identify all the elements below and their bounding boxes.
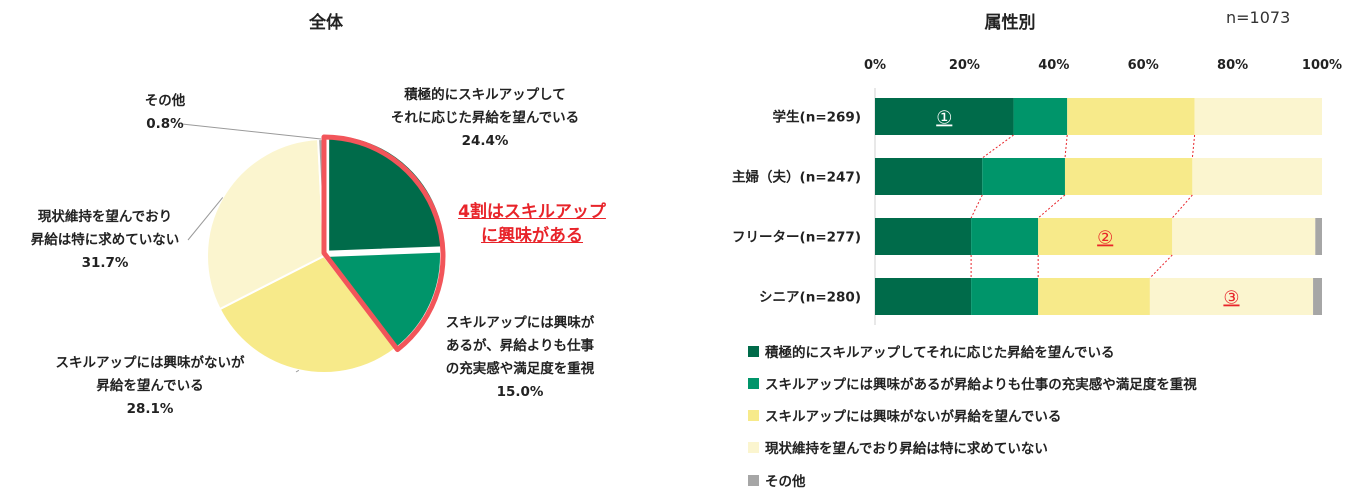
bar-segment-status-quo — [1149, 278, 1314, 315]
category-label: フリーター(n=277) — [732, 230, 861, 246]
leader-line-status-quo — [187, 197, 224, 241]
stacked-bar-chart: 0% 20% 40% 60% 80% 100% 学生(n=269) 主婦（夫）(n=247) フ… — [732, 58, 1342, 325]
bar-segment-status-quo — [1194, 98, 1322, 135]
pie-label-aggressive-line2: それに応じた昇給を望んでいる — [390, 110, 580, 126]
pie-label-aggressive-pct: 24.4% — [461, 133, 509, 149]
bar-segment-aggressive — [875, 218, 972, 255]
legend-label-interested: スキルアップには興味があるが昇給よりも仕事の充実感や満足度を重視 — [765, 377, 1197, 393]
pie-chart-title: 全体 — [309, 13, 343, 33]
legend-swatch-interested — [748, 377, 759, 389]
pie-label-interested-line3: の充実感や満足度を重視 — [445, 361, 595, 377]
connector-line — [1037, 194, 1066, 219]
pie-callout-line1: 4割はスキルアップ — [458, 202, 606, 222]
pie-highlight-outline — [321, 134, 446, 353]
pie-label-status-quo-line2: 昇給は特に求めていない — [30, 232, 180, 248]
pie-label-other-line1: その他 — [144, 93, 186, 109]
bar-annotation: ① — [936, 108, 952, 129]
pie-label-other-pct: 0.8% — [146, 116, 184, 132]
connector-line — [1149, 254, 1173, 279]
bar-segment-no-interest — [1038, 278, 1150, 315]
x-tick-label: 20% — [949, 58, 980, 73]
category-label: 学生(n=269) — [773, 109, 861, 126]
pie-label-status-quo-pct: 31.7% — [81, 255, 129, 271]
bar-annotation: ② — [1097, 228, 1113, 249]
legend-swatch-other — [748, 474, 759, 486]
pie-slice-no-interest — [218, 254, 398, 374]
pie-chart — [181, 123, 447, 374]
legend-item-interested: スキルアップには興味があるが昇給よりも仕事の充実感や満足度を重視 — [748, 373, 1197, 393]
bar-annotation: ③ — [1223, 288, 1239, 309]
legend-swatch-no-interest — [748, 409, 759, 421]
x-tick-label: 80% — [1217, 58, 1248, 73]
legend-item-status-quo: 現状維持を望んでおり昇給は特に求めていない — [748, 437, 1048, 457]
leader-line-no-interest — [295, 369, 300, 373]
connector-line — [1171, 194, 1193, 219]
category-label: シニア(n=280) — [759, 290, 861, 306]
category-label: 主婦（夫）(n=247) — [732, 169, 861, 186]
pie-label-aggressive-line1: 積極的にスキルアップして — [404, 87, 566, 103]
bar-segment-other — [1315, 218, 1322, 255]
bar-segment-status-quo — [1172, 218, 1316, 255]
bar-segment-no-interest — [1064, 158, 1193, 195]
bar-segment-interested — [971, 278, 1039, 315]
legend-label-other: その他 — [765, 474, 806, 490]
legend-label-aggressive: 積極的にスキルアップしてそれに応じた昇給を望んでいる — [765, 345, 1115, 361]
connector-line — [970, 194, 983, 219]
connector-line — [1191, 134, 1196, 159]
pie-label-no-interest: スキルアップには興味がないが 昇給を望んでいる 28.1% — [10, 352, 290, 421]
pie-label-aggressive: 積極的にスキルアップして それに応じた昇給を望んでいる 24.4% — [330, 84, 640, 153]
pie-label-status-quo-line1: 現状維持を望んでおり — [37, 209, 173, 225]
legend-item-no-interest: スキルアップには興味がないが昇給を望んでいる — [748, 405, 1061, 425]
pie-label-interested: スキルアップには興味が あるが、昇給よりも仕事 の充実感や満足度を重視 15.0… — [420, 312, 620, 404]
bar-chart-title: 属性別 — [984, 13, 1036, 33]
bar-segment-other — [1313, 278, 1322, 315]
pie-slice-aggressive — [327, 133, 447, 253]
x-tick-label: 40% — [1038, 58, 1069, 73]
bar-segment-aggressive — [875, 158, 983, 195]
connector-line — [981, 134, 1014, 159]
bar-segment-status-quo — [1192, 158, 1322, 195]
pie-label-no-interest-pct: 28.1% — [126, 401, 174, 417]
bar-segment-interested — [982, 158, 1065, 195]
pie-label-status-quo: 現状維持を望んでおり 昇給は特に求めていない 31.7% — [10, 206, 200, 275]
pie-label-interested-pct: 15.0% — [496, 384, 544, 400]
bar-segment-no-interest — [1038, 218, 1173, 255]
pie-label-interested-line1: スキルアップには興味が — [445, 315, 595, 331]
bar-segment-aggressive — [875, 98, 1014, 135]
pie-callout: 4割はスキルアップ に興味がある — [432, 200, 632, 248]
legend-item-other: その他 — [748, 470, 806, 490]
bar-segment-interested — [1013, 98, 1068, 135]
bar-segment-aggressive — [875, 278, 972, 315]
x-tick-label: 100% — [1302, 58, 1342, 73]
legend-swatch-aggressive — [748, 345, 759, 357]
pie-callout-line2: に興味がある — [481, 226, 583, 246]
pie-label-interested-line2: あるが、昇給よりも仕事 — [446, 338, 594, 354]
legend-item-aggressive: 積極的にスキルアップしてそれに応じた昇給を望んでいる — [748, 341, 1115, 361]
legend-label-status-quo: 現状維持を望んでおり昇給は特に求めていない — [765, 441, 1048, 457]
pie-label-no-interest-line2: 昇給を望んでいる — [96, 378, 204, 394]
bar-segment-no-interest — [1067, 98, 1195, 135]
leader-line-other — [181, 123, 322, 140]
legend-swatch-status-quo — [748, 441, 759, 453]
sample-size-note: n=1073 — [1226, 8, 1291, 27]
legend-label-no-interest: スキルアップには興味がないが昇給を望んでいる — [765, 409, 1062, 425]
connector-line — [1064, 134, 1068, 159]
x-tick-label: 60% — [1128, 58, 1159, 73]
x-tick-label: 0% — [864, 58, 886, 73]
pie-label-no-interest-line1: スキルアップには興味がないが — [55, 355, 245, 371]
bar-segment-interested — [971, 218, 1039, 255]
pie-label-other: その他 0.8% — [120, 90, 210, 136]
